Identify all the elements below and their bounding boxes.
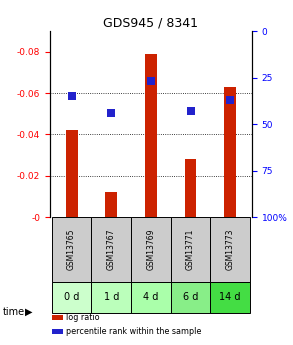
Bar xyxy=(131,217,171,282)
Bar xyxy=(105,192,117,217)
Text: 1 d: 1 d xyxy=(103,293,119,303)
Text: GSM13765: GSM13765 xyxy=(67,229,76,270)
Text: GSM13771: GSM13771 xyxy=(186,229,195,270)
Bar xyxy=(52,217,91,282)
Text: log ratio: log ratio xyxy=(66,313,100,322)
Bar xyxy=(91,282,131,313)
Text: percentile rank within the sample: percentile rank within the sample xyxy=(66,327,201,336)
Text: ▶: ▶ xyxy=(25,307,33,317)
Text: time: time xyxy=(3,307,25,317)
Text: 0 d: 0 d xyxy=(64,293,79,303)
Bar xyxy=(171,282,210,313)
Bar xyxy=(187,107,195,115)
Bar xyxy=(68,92,76,100)
Bar xyxy=(145,54,157,217)
Bar xyxy=(224,87,236,217)
Bar xyxy=(131,282,171,313)
Bar xyxy=(210,282,250,313)
Bar xyxy=(107,109,115,117)
Bar xyxy=(91,217,131,282)
Bar xyxy=(66,130,78,217)
Bar xyxy=(171,217,210,282)
Bar xyxy=(210,217,250,282)
Text: 6 d: 6 d xyxy=(183,293,198,303)
Text: 14 d: 14 d xyxy=(219,293,241,303)
Bar xyxy=(147,77,155,86)
Bar xyxy=(52,315,63,320)
Bar xyxy=(226,96,234,104)
Text: GSM13769: GSM13769 xyxy=(146,229,155,270)
Text: GSM13767: GSM13767 xyxy=(107,229,116,270)
Text: 4 d: 4 d xyxy=(143,293,159,303)
Text: GSM13773: GSM13773 xyxy=(226,229,235,270)
Bar xyxy=(185,159,197,217)
Bar xyxy=(52,282,91,313)
Bar xyxy=(52,329,63,334)
Title: GDS945 / 8341: GDS945 / 8341 xyxy=(103,17,198,30)
